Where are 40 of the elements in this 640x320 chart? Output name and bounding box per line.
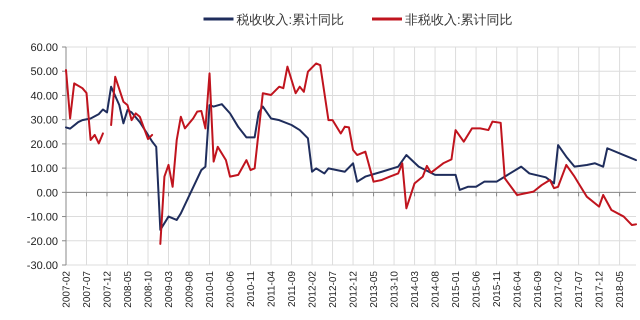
y-tick-label: 40.00 [30,90,58,102]
x-tick-label: 2012-07 [328,270,340,308]
x-tick-label: 2009-03 [164,270,176,308]
y-tick-label: 60.00 [30,42,58,54]
y-tick-label: 10.00 [30,163,58,176]
x-tick-label: 2017-02 [554,270,565,308]
x-tick-label: 2012-02 [308,270,319,308]
x-tick-label: 2013-05 [369,270,380,308]
legend-label: 税收收入:累计同比 [236,12,344,27]
x-tick-label: 2018-05 [615,270,626,308]
x-tick-label: 2015-11 [492,270,504,307]
y-tick-label: 30.00 [30,114,58,127]
y-tick-label: 50.00 [30,66,58,78]
x-tick-label: 2007-07 [82,270,94,308]
x-tick-label: 2007-02 [62,270,72,308]
y-tick-label: -30.00 [26,260,58,272]
y-tick-label: 0.00 [36,187,58,200]
x-tick-label: 2010-01 [205,270,216,308]
x-tick-label: 2016-04 [512,270,524,308]
x-tick-label: 2014-08 [430,270,442,308]
legend-label: 非税收入:累计同比 [405,12,513,27]
x-tick-label: 2008-10 [144,270,155,308]
x-tick-label: 2009-08 [184,270,196,308]
x-tick-label: 2008-05 [123,270,134,308]
y-tick-label: -20.00 [26,236,58,248]
x-tick-label: 2013-10 [390,270,401,308]
y-tick-label: -10.00 [26,212,58,224]
x-tick-label: 2007-12 [102,270,114,308]
x-tick-label: 2010-06 [226,270,237,308]
x-tick-label: 2015-01 [451,270,462,308]
y-tick-label: 20.00 [30,138,58,151]
x-tick-label: 2015-06 [472,270,483,308]
x-tick-label: 2010-11 [246,270,258,307]
x-tick-label: 2014-03 [410,270,422,308]
x-tick-label: 2017-12 [594,270,606,308]
x-tick-label: 2011-04 [266,270,278,307]
x-tick-label: 2012-12 [348,270,360,308]
x-tick-label: 2016-09 [533,270,544,308]
x-tick-label: 2017-07 [574,270,586,308]
x-tick-label: 2011-09 [287,270,298,307]
